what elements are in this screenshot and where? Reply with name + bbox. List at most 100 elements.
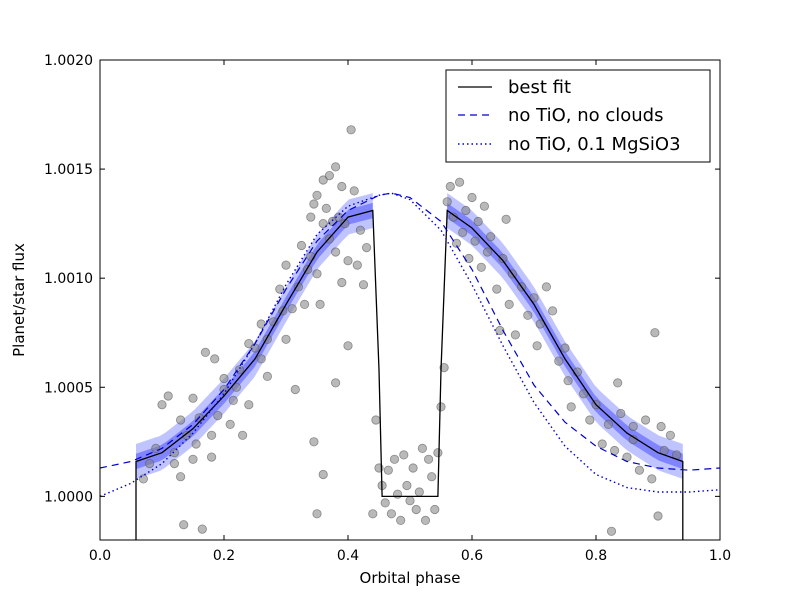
data-point-30 [250,343,260,353]
data-point-2 [151,443,161,453]
data-point-135 [585,415,595,425]
data-point-153 [656,421,666,432]
data-point-96 [430,504,440,515]
data-point-82 [386,509,396,519]
data-point-66 [349,186,359,196]
data-point-132 [566,402,576,412]
data-point-40 [287,304,297,314]
data-point-59 [330,162,341,172]
legend-box [445,69,711,163]
data-point-128 [547,306,558,316]
x-tick-label-5: 1.0 [709,548,731,564]
uncertainty-band-layer [136,193,683,479]
data-point-6 [169,448,179,458]
data-point-53 [318,175,328,185]
y-tick-label-3: 1.0015 [44,162,93,178]
data-point-87 [402,480,412,491]
data-point-29 [244,338,254,349]
data-point-89 [408,463,418,473]
data-point-25 [231,382,241,392]
data-point-80 [380,498,390,508]
data-point-74 [330,378,341,388]
data-point-144 [640,415,651,425]
data-point-34 [262,371,272,381]
data-point-119 [504,299,514,309]
legend-label-no-tio-no-clouds: no TiO, no clouds [508,105,663,126]
legend: best fit no TiO, no clouds no TiO, 0.1 M… [445,69,711,163]
data-point-76 [368,509,378,519]
data-point-110 [473,216,483,227]
data-point-8 [176,415,186,425]
data-point-61 [337,277,347,288]
data-point-62 [337,181,347,192]
data-point-0 [138,474,148,484]
data-point-88 [405,496,415,506]
data-point-7 [176,472,186,482]
data-point-83 [389,454,400,464]
data-point-90 [411,504,421,515]
data-point-143 [634,465,645,475]
data-point-38 [281,334,291,344]
data-point-5 [169,458,179,469]
data-point-17 [207,452,217,462]
data-point-70 [361,243,372,253]
x-tick-label-4: 0.8 [585,548,607,564]
x-tick-label-2: 0.4 [337,548,359,564]
data-point-123 [523,310,533,320]
axis-ticks-layer: 0.0 0.2 0.4 0.6 0.8 1.0 1.0000 1.0005 1.0010 1.00… [44,53,731,564]
data-point-97 [433,448,443,458]
data-point-114 [485,232,496,242]
data-point-129 [554,356,564,366]
data-point-95 [427,472,437,482]
data-point-138 [603,419,614,429]
data-point-131 [563,376,573,386]
data-point-43 [296,240,307,251]
data-point-46 [306,212,316,222]
data-point-16 [200,347,210,357]
data-point-150 [606,526,617,536]
series-lines-layer [100,192,720,540]
data-point-121 [510,330,521,340]
data-point-60 [334,212,344,222]
y-tick-label-4: 1.0020 [44,53,93,69]
data-point-15 [197,524,207,534]
data-point-41 [290,384,300,395]
data-point-115 [492,284,502,294]
data-point-54 [321,203,331,213]
data-point-93 [420,515,431,526]
data-point-99 [439,362,449,373]
plot-frame [99,59,721,541]
scatter-points-layer [138,125,682,536]
data-point-32 [256,319,266,329]
y-tick-label-2: 1.0010 [44,271,93,287]
data-point-24 [228,395,238,405]
data-point-98 [436,402,446,412]
data-point-113 [482,247,493,257]
y-tick-label-0: 1.0000 [44,489,93,505]
data-point-94 [423,454,434,464]
data-point-152 [650,328,660,338]
data-point-71 [309,437,319,447]
data-point-67 [352,260,362,270]
data-point-69 [358,280,369,290]
x-tick-label-0: 0.0 [89,548,111,564]
data-point-73 [318,469,328,480]
data-point-58 [330,247,341,257]
data-point-126 [535,319,545,329]
data-point-86 [399,450,409,460]
data-point-27 [238,430,248,440]
data-point-20 [213,410,223,421]
data-point-44 [299,299,310,309]
data-point-23 [225,419,235,429]
data-point-75 [343,341,353,351]
y-axis-label: Planet/star flux [10,243,28,357]
data-point-72 [312,509,322,519]
data-point-139 [609,445,620,456]
data-point-81 [383,465,393,475]
data-point-154 [628,421,638,432]
data-point-11 [188,454,198,464]
data-point-28 [244,400,254,410]
data-point-65 [346,125,356,135]
